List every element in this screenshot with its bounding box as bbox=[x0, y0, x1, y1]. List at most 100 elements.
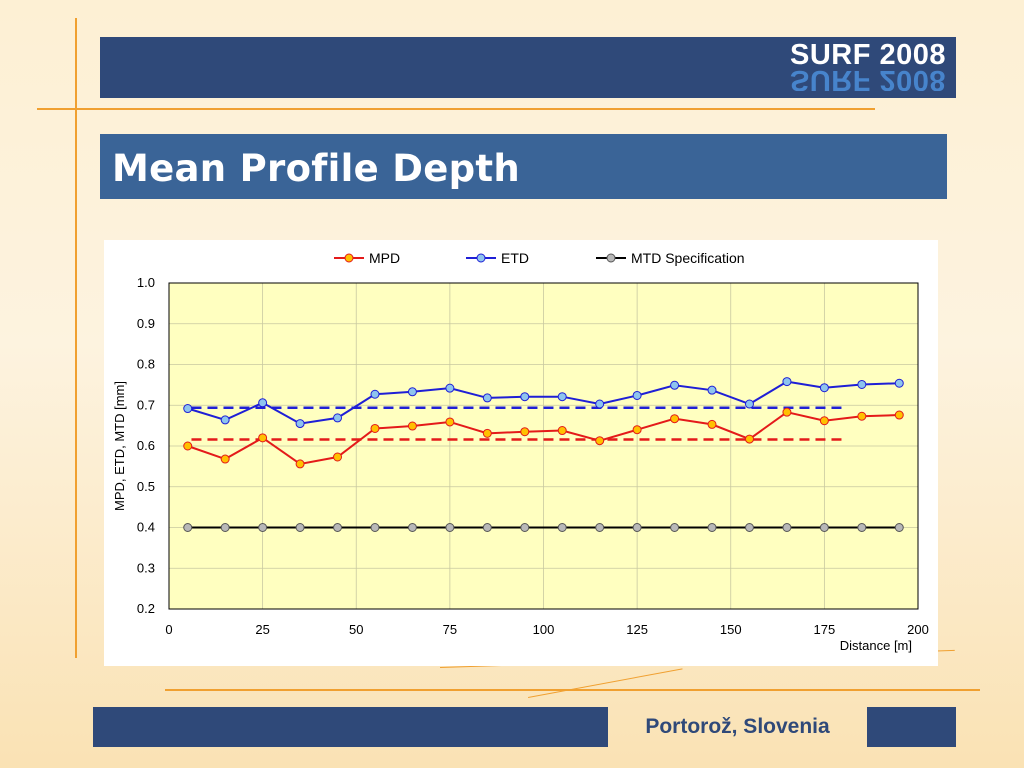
data-point bbox=[819, 416, 829, 426]
plot-frame bbox=[168, 282, 919, 610]
x-tick-label: 125 bbox=[626, 622, 648, 637]
data-point bbox=[370, 523, 380, 532]
data-point bbox=[782, 407, 792, 417]
legend-label: MPD bbox=[369, 250, 400, 266]
data-point bbox=[445, 417, 455, 427]
data-point bbox=[520, 523, 530, 532]
y-tick-label: 0.7 bbox=[137, 397, 155, 412]
data-point bbox=[857, 411, 867, 421]
series-lines bbox=[187, 380, 900, 529]
data-point bbox=[370, 423, 380, 433]
data-point bbox=[407, 421, 417, 431]
data-point bbox=[707, 419, 717, 429]
y-axis-label: MPD, ETD, MTD [mm] bbox=[112, 381, 127, 511]
decor-diagonal-line-2 bbox=[528, 668, 683, 698]
surf-logo-text: SURF 2008 bbox=[789, 39, 946, 71]
y-tick-label: 1.0 bbox=[137, 275, 155, 290]
data-point bbox=[894, 523, 904, 532]
data-point bbox=[557, 392, 567, 402]
data-point bbox=[295, 523, 305, 532]
y-tick-label: 0.4 bbox=[137, 520, 155, 535]
data-point bbox=[482, 523, 492, 532]
data-point bbox=[557, 523, 567, 532]
x-axis-label: Distance [m] bbox=[840, 638, 912, 653]
data-point bbox=[894, 410, 904, 420]
data-point bbox=[632, 523, 642, 532]
series-markers bbox=[183, 377, 904, 532]
data-point bbox=[258, 523, 268, 532]
footer-bar-left bbox=[93, 707, 608, 747]
header-bar: SURF 2008 SURF 2008 bbox=[100, 37, 956, 98]
y-tick-label: 0.6 bbox=[137, 438, 155, 453]
data-point bbox=[258, 433, 268, 443]
data-point bbox=[744, 434, 754, 444]
title-bar: Mean Profile Depth bbox=[100, 134, 947, 199]
y-tick-label: 0.5 bbox=[137, 479, 155, 494]
data-point bbox=[595, 523, 605, 532]
data-point bbox=[295, 459, 305, 469]
slide-title: Mean Profile Depth bbox=[112, 147, 521, 190]
data-point bbox=[183, 404, 193, 414]
x-tick-label: 0 bbox=[165, 622, 172, 637]
data-point bbox=[670, 380, 680, 390]
y-tick-label: 0.8 bbox=[137, 357, 155, 372]
mean-lines bbox=[191, 406, 844, 441]
legend-marker bbox=[344, 253, 354, 263]
y-tick-label: 0.2 bbox=[137, 601, 155, 616]
legend-label: ETD bbox=[501, 250, 529, 266]
data-point bbox=[183, 523, 193, 532]
data-point bbox=[632, 425, 642, 435]
decor-horizontal-line-top bbox=[37, 108, 875, 110]
data-point bbox=[782, 377, 792, 387]
data-point bbox=[333, 523, 343, 532]
mpd-chart: 0.2 0.3 0.4 0.5 0.6 0.7 0.8 0.9 1.0 0 25 50 75 100 12… bbox=[112, 250, 929, 653]
data-point bbox=[595, 436, 605, 446]
data-point bbox=[782, 523, 792, 532]
x-tick-label: 75 bbox=[443, 622, 457, 637]
data-point bbox=[407, 387, 417, 397]
data-point bbox=[670, 523, 680, 532]
series-line-etd bbox=[187, 380, 900, 425]
data-point bbox=[819, 523, 829, 532]
series-line-mpd bbox=[187, 411, 900, 465]
legend-label: MTD Specification bbox=[631, 250, 745, 266]
data-point bbox=[520, 427, 530, 437]
data-point bbox=[407, 523, 417, 532]
data-point bbox=[258, 398, 268, 408]
y-tick-label: 0.9 bbox=[137, 316, 155, 331]
x-tick-label: 25 bbox=[255, 622, 269, 637]
data-point bbox=[857, 523, 867, 532]
data-point bbox=[520, 392, 530, 402]
data-point bbox=[819, 383, 829, 393]
data-point bbox=[557, 426, 567, 436]
data-point bbox=[295, 419, 305, 429]
x-tick-labels: 0 25 50 75 100 125 150 175 200 bbox=[165, 622, 928, 637]
data-point bbox=[445, 383, 455, 393]
data-point bbox=[857, 379, 867, 389]
data-point bbox=[333, 413, 343, 423]
footer-location: Portorož, Slovenia bbox=[645, 715, 830, 738]
data-point bbox=[482, 393, 492, 403]
data-point bbox=[183, 441, 193, 451]
data-point bbox=[744, 523, 754, 532]
data-point bbox=[445, 523, 455, 532]
legend-marker bbox=[476, 253, 486, 263]
x-tick-label: 200 bbox=[907, 622, 929, 637]
data-point bbox=[482, 428, 492, 438]
legend: MPD ETD MTD Specification bbox=[334, 250, 745, 266]
data-point bbox=[220, 454, 230, 464]
surf-logo: SURF 2008 SURF 2008 bbox=[789, 39, 946, 92]
y-tick-labels: 0.2 0.3 0.4 0.5 0.6 0.7 0.8 0.9 1.0 bbox=[137, 275, 155, 616]
data-point bbox=[707, 385, 717, 395]
chart-container: 0.2 0.3 0.4 0.5 0.6 0.7 0.8 0.9 1.0 0 25 50 75 100 12… bbox=[104, 240, 938, 666]
surf-logo-reflection: SURF 2008 bbox=[789, 69, 946, 91]
data-point bbox=[220, 415, 230, 425]
decor-horizontal-line-bottom bbox=[165, 689, 980, 691]
data-point bbox=[333, 452, 343, 462]
x-tick-label: 150 bbox=[720, 622, 742, 637]
data-point bbox=[220, 523, 230, 532]
data-point bbox=[370, 389, 380, 399]
data-point bbox=[707, 523, 717, 532]
data-point bbox=[595, 399, 605, 409]
x-tick-label: 175 bbox=[814, 622, 836, 637]
